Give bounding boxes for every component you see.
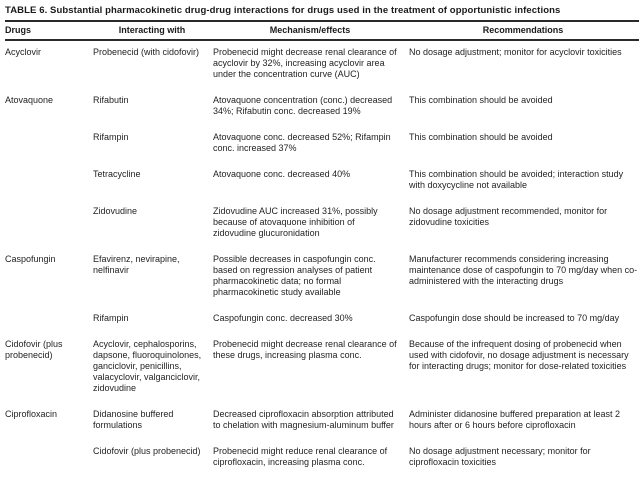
interacting-with-cell: Rifabutin (93, 95, 129, 105)
drug-cell (5, 169, 93, 206)
drug-cell: Cidofovir (plus probenecid) (5, 339, 63, 360)
column-header-interacting-with: Interacting with (93, 20, 213, 41)
table-row: Atovaquone Rifabutin Atovaquone concentr… (5, 95, 639, 132)
interacting-with-cell: Zidovudine (93, 206, 138, 216)
recommendation-cell: No dosage adjustment necessary; monitor … (409, 446, 591, 467)
column-header-mechanism-effects: Mechanism/effects (213, 20, 409, 41)
header-row: Drugs Interacting with Mechanism/effects… (5, 20, 639, 41)
drug-cell: Caspofungin (5, 254, 56, 264)
mechanism-cell: Zidovudine AUC increased 31%, possibly b… (213, 206, 378, 238)
table-header: Drugs Interacting with Mechanism/effects… (5, 20, 639, 41)
interacting-with-cell: Rifampin (93, 313, 129, 323)
mechanism-cell: Probenecid might decrease renal clearanc… (213, 339, 397, 360)
table-row: Cidofovir (plus probenecid) Probenecid m… (5, 446, 639, 472)
drug-cell (5, 446, 93, 472)
interacting-with-cell: Cidofovir (plus probenecid) (93, 446, 201, 456)
interacting-with-cell: Rifampin (93, 132, 129, 142)
column-header-drugs: Drugs (5, 20, 93, 41)
mechanism-cell: Probenecid might reduce renal clearance … (213, 446, 388, 467)
drug-cell: Ciprofloxacin (5, 409, 58, 419)
column-header-recommendations: Recommendations (409, 20, 639, 41)
recommendation-cell: This combination should be avoided (409, 95, 553, 105)
drug-cell (5, 132, 93, 169)
mechanism-cell: Possible decreases in caspofungin conc. … (213, 254, 376, 297)
recommendation-cell: This combination should be avoided; inte… (409, 169, 624, 190)
mechanism-cell: Caspofungin conc. decreased 30% (213, 313, 353, 323)
drug-cell: Atovaquone (5, 95, 54, 105)
recommendation-cell: Because of the infrequent dosing of prob… (409, 339, 629, 371)
table-row: Caspofungin Efavirenz, nevirapine, nelfi… (5, 254, 639, 313)
mechanism-cell: Atovaquone conc. decreased 52%; Rifampin… (213, 132, 391, 153)
table-row: Cidofovir (plus probenecid) Acyclovir, c… (5, 339, 639, 409)
drug-cell (5, 313, 93, 339)
table-row: Acyclovir Probenecid (with cidofovir) Pr… (5, 40, 639, 95)
table-title: TABLE 6. Substantial pharmacokinetic dru… (5, 5, 561, 16)
interacting-with-cell: Acyclovir, cephalosporins, dapsone, fluo… (93, 339, 202, 393)
mechanism-cell: Decreased ciprofloxacin absorption attri… (213, 409, 394, 430)
mechanism-cell: Atovaquone concentration (conc.) decreas… (213, 95, 393, 116)
mechanism-cell: Probenecid might decrease renal clearanc… (213, 47, 397, 79)
recommendation-cell: Manufacturer recommends considering incr… (409, 254, 638, 286)
drug-cell: Acyclovir (5, 47, 42, 57)
drug-interactions-table: Drugs Interacting with Mechanism/effects… (5, 20, 639, 472)
table-row: Tetracycline Atovaquone conc. decreased … (5, 169, 639, 206)
table-body: Acyclovir Probenecid (with cidofovir) Pr… (5, 40, 639, 472)
interacting-with-cell: Tetracycline (93, 169, 141, 179)
recommendation-cell: No dosage adjustment recommended, monito… (409, 206, 608, 227)
table-row: Ciprofloxacin Didanosine buffered formul… (5, 409, 639, 446)
interacting-with-cell: Efavirenz, nevirapine, nelfinavir (93, 254, 180, 275)
recommendation-cell: This combination should be avoided (409, 132, 553, 142)
table-row: Rifampin Caspofungin conc. decreased 30%… (5, 313, 639, 339)
recommendation-cell: No dosage adjustment; monitor for acyclo… (409, 47, 622, 57)
recommendation-cell: Caspofungin dose should be increased to … (409, 313, 620, 323)
table-row: Zidovudine Zidovudine AUC increased 31%,… (5, 206, 639, 254)
interacting-with-cell: Probenecid (with cidofovir) (93, 47, 200, 57)
mechanism-cell: Atovaquone conc. decreased 40% (213, 169, 351, 179)
interacting-with-cell: Didanosine buffered formulations (93, 409, 174, 430)
table-row: Rifampin Atovaquone conc. decreased 52%;… (5, 132, 639, 169)
drug-cell (5, 206, 93, 254)
recommendation-cell: Administer didanosine buffered preparati… (409, 409, 620, 430)
